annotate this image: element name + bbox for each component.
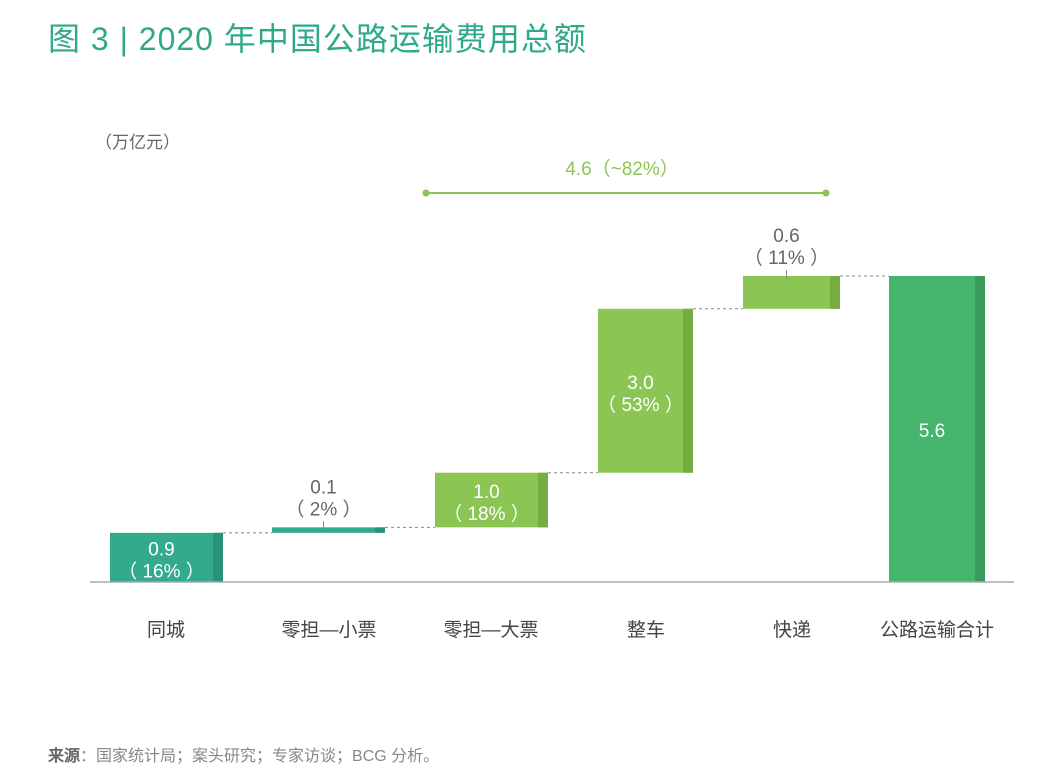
bar-5 <box>889 276 985 582</box>
category-label: 零担—大票 <box>443 619 538 641</box>
value-label: 5.6 <box>919 421 945 442</box>
bar-1 <box>272 527 385 533</box>
source-note: 来源：国家统计局；案头研究；专家访谈；BCG 分析。 <box>48 742 439 766</box>
bar-0 <box>110 532 223 582</box>
source-label: 来源 <box>48 748 81 765</box>
category-label: 公路运输合计 <box>880 619 994 641</box>
value-label: 0.9 <box>148 539 174 560</box>
category-label: 快递 <box>773 619 811 641</box>
category-label: 同城 <box>147 619 185 641</box>
share-label: （ 53% ） <box>597 394 684 416</box>
value-label: 0.1 <box>310 477 336 498</box>
source-text: ：国家统计局；案头研究；专家访谈；BCG 分析。 <box>80 748 440 765</box>
bracket-endpoint <box>422 189 430 197</box>
bar-edge-0 <box>213 532 223 582</box>
share-label: （ 2% ） <box>285 498 361 520</box>
bar-edge-1 <box>375 527 385 533</box>
bar-edge-5 <box>975 276 985 582</box>
bar-2 <box>435 472 548 528</box>
value-label: 0.6 <box>773 226 799 247</box>
category-label: 整车 <box>627 619 665 641</box>
value-label: 3.0 <box>627 373 653 394</box>
bar-3 <box>598 308 693 473</box>
chart-title: 图 3 | 2020 年中国公路运输费用总额 <box>48 21 587 57</box>
bar-edge-2 <box>538 472 548 528</box>
value-label: 1.0 <box>473 482 499 503</box>
share-label: （ 18% ） <box>443 503 530 525</box>
bracket-endpoint <box>822 189 830 197</box>
share-label: （ 16% ） <box>118 560 205 582</box>
category-label: 零担—小票 <box>281 619 376 641</box>
y-axis-unit-label: （万亿元） <box>95 133 180 152</box>
bracket-label: 4.6（~82%） <box>565 158 679 180</box>
bar-edge-4 <box>830 276 840 309</box>
bar-edge-3 <box>683 308 693 473</box>
share-label: （ 11% ） <box>744 247 829 269</box>
bar-4 <box>743 276 840 309</box>
